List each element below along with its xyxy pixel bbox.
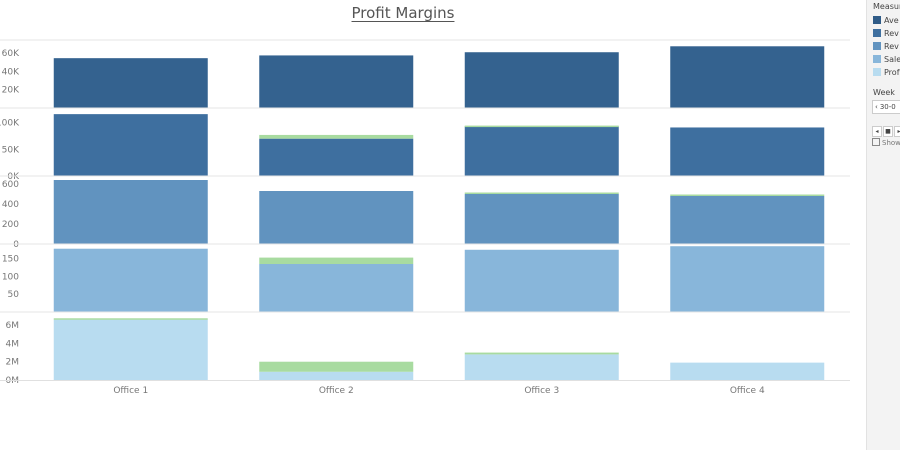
bar	[53, 114, 208, 176]
step-back-icon[interactable]: ◂	[872, 126, 882, 137]
show-label: Show	[882, 139, 900, 147]
week-filter-value: 30-0	[879, 103, 896, 111]
side-panel: Measure Ave Rev Rev Sale Prof Week ‹30-0…	[866, 0, 900, 450]
y-tick-label: 0	[13, 240, 19, 250]
chevron-left-icon[interactable]: ‹	[875, 103, 878, 111]
legend-swatch	[873, 29, 881, 37]
bar	[53, 248, 208, 312]
y-tick-label: 600	[2, 180, 19, 190]
bar	[670, 196, 825, 244]
profit-segment	[259, 134, 414, 139]
chart-title: Profit Margins	[351, 4, 455, 22]
x-category-label: Office 3	[524, 386, 559, 396]
profit-segment	[259, 257, 414, 264]
legend-item-3[interactable]: Rev	[873, 42, 899, 52]
bar	[464, 194, 619, 244]
checkbox-icon[interactable]	[872, 138, 880, 146]
profit-segment	[464, 352, 619, 355]
x-category-label: Office 2	[319, 386, 354, 396]
bar	[464, 52, 619, 108]
legend-label: Rev	[884, 29, 899, 38]
week-filter-title: Week	[873, 88, 895, 97]
y-tick-label: 50K	[2, 145, 20, 155]
bar	[670, 246, 825, 312]
legend-item-5[interactable]: Prof	[873, 68, 900, 78]
y-tick-label: 20K	[2, 86, 20, 96]
bar	[53, 58, 208, 108]
week-filter-control[interactable]: ‹ 30-0	[872, 100, 900, 114]
bar	[464, 249, 619, 312]
bar	[670, 362, 825, 380]
profit-segment	[464, 192, 619, 194]
y-tick-label: 100K	[0, 119, 20, 129]
y-tick-label: 4M	[6, 339, 20, 349]
step-forward-icon[interactable]: ▸	[894, 126, 900, 137]
y-tick-label: 150	[2, 255, 19, 265]
legend-swatch	[873, 55, 881, 63]
legend-item-1[interactable]: Ave	[873, 16, 899, 26]
bar	[259, 138, 414, 176]
legend-title: Measure	[873, 2, 900, 11]
legend-item-2[interactable]: Rev	[873, 29, 899, 39]
bar	[670, 127, 825, 176]
y-tick-label: 100	[2, 272, 19, 282]
legend-label: Rev	[884, 42, 899, 51]
y-tick-label: 0K	[7, 172, 20, 182]
y-tick-label: 6M	[6, 321, 20, 331]
bar	[53, 180, 208, 244]
profit-segment	[670, 194, 825, 196]
bar	[259, 55, 414, 108]
bar	[259, 371, 414, 380]
profit-segment	[259, 361, 414, 372]
bar	[259, 191, 414, 244]
legend-swatch	[873, 68, 881, 76]
bar	[464, 126, 619, 176]
legend-label: Ave	[884, 16, 899, 25]
y-tick-label: 40K	[2, 67, 20, 77]
x-category-label: Office 4	[730, 386, 765, 396]
y-tick-label: 400	[2, 200, 19, 210]
bar	[53, 319, 208, 380]
profit-segment	[464, 125, 619, 128]
profit-segment	[53, 318, 208, 320]
playback-controls: ◂■▸	[872, 126, 900, 137]
legend-swatch	[873, 42, 881, 50]
y-tick-label: 60K	[2, 49, 20, 59]
legend-label: Prof	[884, 68, 900, 77]
legend-swatch	[873, 16, 881, 24]
bar	[259, 264, 414, 312]
legend-item-4[interactable]: Sale	[873, 55, 900, 65]
legend-label: Sale	[884, 55, 900, 64]
bar	[670, 46, 825, 108]
stop-icon[interactable]: ■	[883, 126, 893, 137]
x-category-label: Office 1	[113, 386, 148, 396]
y-tick-label: 2M	[6, 358, 20, 368]
y-tick-label: 200	[2, 220, 19, 230]
show-history-toggle[interactable]: Show	[872, 138, 900, 147]
y-tick-label: 50	[8, 290, 20, 300]
bar	[464, 354, 619, 380]
chart-area: 20K40K60K0K50K100K0200400600501001500M2M…	[0, 39, 850, 396]
